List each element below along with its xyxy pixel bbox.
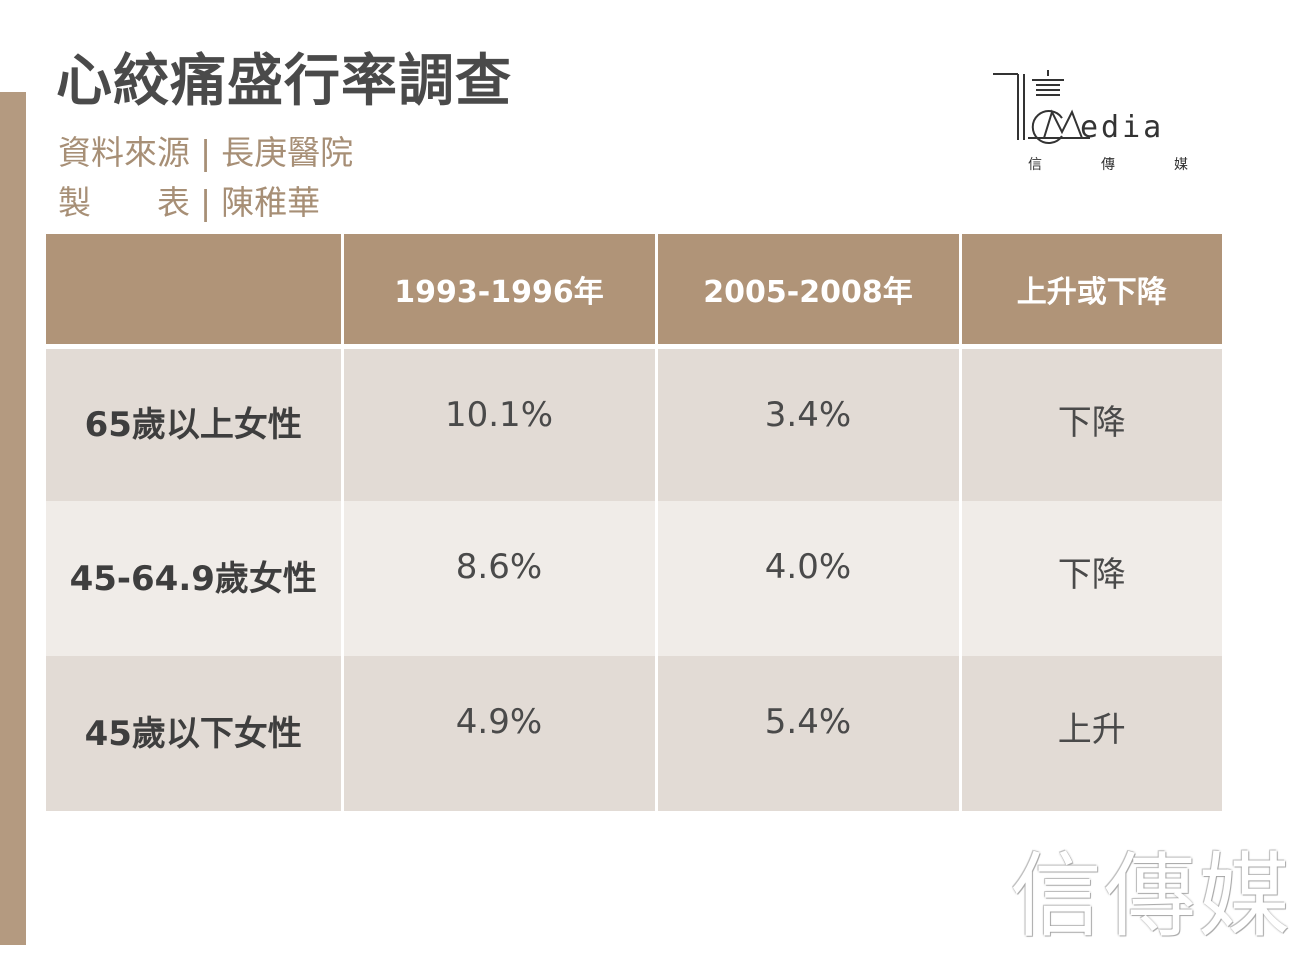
table-cell: 5.4% [656,656,962,811]
table-cell: 下降 [1057,402,1126,443]
table-row: 65歲以上女性 10.1% 3.4% 下降 [46,346,1222,501]
side-accent-bar [0,92,26,945]
table-cell: 10.1% [342,346,658,501]
logo-subtitle: 信 傳 媒 [1028,154,1188,174]
header-cell-period-2: 2005-2008年 [656,234,962,349]
table-cell: 8.6% [342,501,658,656]
maker-value: 陳稚華 [221,183,321,222]
maker-label-2: 表 [157,183,190,222]
logo-sub-char: 信 [1028,157,1042,173]
source-line: 資料來源 | 長庚醫院 [58,126,353,174]
page-title: 心絞痛盛行率調查 [56,49,512,114]
logo-sub-char: 傳 [1101,157,1115,173]
row-label: 45-64.9歲女性 [46,501,344,656]
maker-label-1: 製 [58,183,91,222]
separator: | [200,183,212,222]
table-cell: 上升 [1057,710,1126,750]
cmedia-logo: edia 信 傳 媒 [990,68,1190,178]
watermark: 信傳媒 [1010,843,1293,950]
row-label: 65歲以上女性 [46,346,344,501]
maker-line: 製 表 | 陳稚華 [58,176,320,224]
table-cell: 4.0% [656,501,962,656]
header-cell-period-1: 1993-1996年 [342,234,658,349]
prevalence-table: 1993-1996年 2005-2008年 上升或下降 65歲以上女性 10.1… [46,234,1222,811]
source-label: 資料來源 [58,133,190,172]
header-cell-trend: 上升或下降 [960,234,1222,349]
separator: | [200,133,212,172]
cmedia-logo-mark [993,70,1090,144]
table-cell: 下降 [1057,555,1126,595]
table-header-row: 1993-1996年 2005-2008年 上升或下降 [46,234,1222,349]
logo-wordmark: edia [1080,110,1165,145]
source-value: 長庚醫院 [221,133,354,172]
table-row: 45歲以下女性 4.9% 5.4% 上升 [46,656,1222,811]
header-cell-empty [46,234,344,349]
row-label: 45歲以下女性 [46,656,344,811]
table-cell: 3.4% [656,346,962,501]
table-cell: 4.9% [342,656,658,811]
table-row: 45-64.9歲女性 8.6% 4.0% 下降 [46,501,1222,656]
logo-sub-char: 媒 [1174,157,1188,173]
